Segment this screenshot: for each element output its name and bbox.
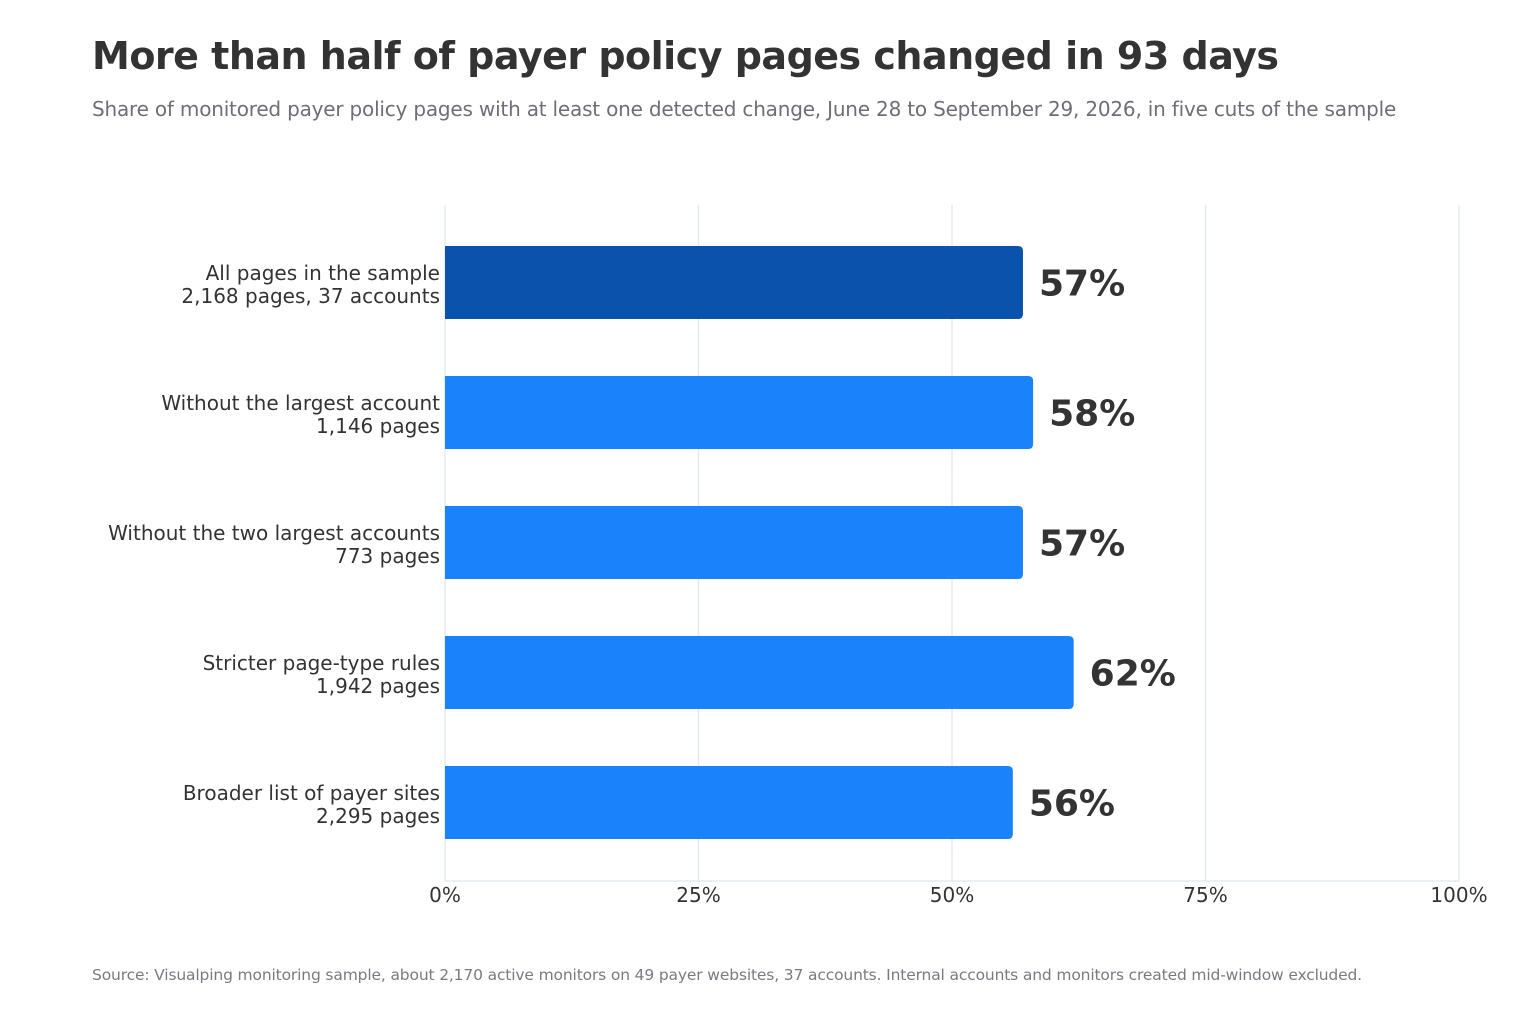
bar bbox=[445, 636, 1074, 709]
category-label: Without the two largest accounts bbox=[108, 521, 440, 545]
data-label: 57% bbox=[1039, 264, 1125, 305]
data-label: 56% bbox=[1029, 784, 1115, 825]
x-tick-label: 100% bbox=[1430, 883, 1487, 907]
bar bbox=[445, 506, 1023, 579]
x-tick-label: 75% bbox=[1183, 883, 1227, 907]
category-label: Without the largest account bbox=[161, 391, 440, 415]
bar bbox=[445, 766, 1013, 839]
value-labels: 57% 58% 57% 62% 56% bbox=[1029, 264, 1176, 825]
source-note: Source: Visualping monitoring sample, ab… bbox=[92, 966, 1362, 984]
category-label: Broader list of payer sites bbox=[183, 781, 440, 805]
category-sublabel: 2,168 pages, 37 accounts bbox=[181, 284, 440, 308]
data-label: 57% bbox=[1039, 524, 1125, 565]
category-label: Stricter page-type rules bbox=[203, 651, 440, 675]
bars bbox=[445, 246, 1074, 839]
category-sublabel: 773 pages bbox=[335, 544, 440, 568]
chart-title: More than half of payer policy pages cha… bbox=[92, 34, 1279, 78]
x-tick-label: 25% bbox=[676, 883, 720, 907]
category-sublabel: 1,942 pages bbox=[316, 674, 440, 698]
bar bbox=[445, 376, 1034, 449]
category-sublabel: 1,146 pages bbox=[316, 414, 440, 438]
x-axis-ticks: 0% 25% 50% 75% 100% bbox=[429, 883, 1487, 907]
category-label: All pages in the sample bbox=[206, 261, 440, 285]
data-label: 58% bbox=[1049, 394, 1135, 435]
bar bbox=[445, 246, 1023, 319]
data-label: 62% bbox=[1090, 654, 1176, 695]
chart-subtitle: Share of monitored payer policy pages wi… bbox=[92, 97, 1397, 121]
category-sublabel: 2,295 pages bbox=[316, 804, 440, 828]
x-tick-label: 0% bbox=[429, 883, 461, 907]
x-tick-label: 50% bbox=[930, 883, 974, 907]
